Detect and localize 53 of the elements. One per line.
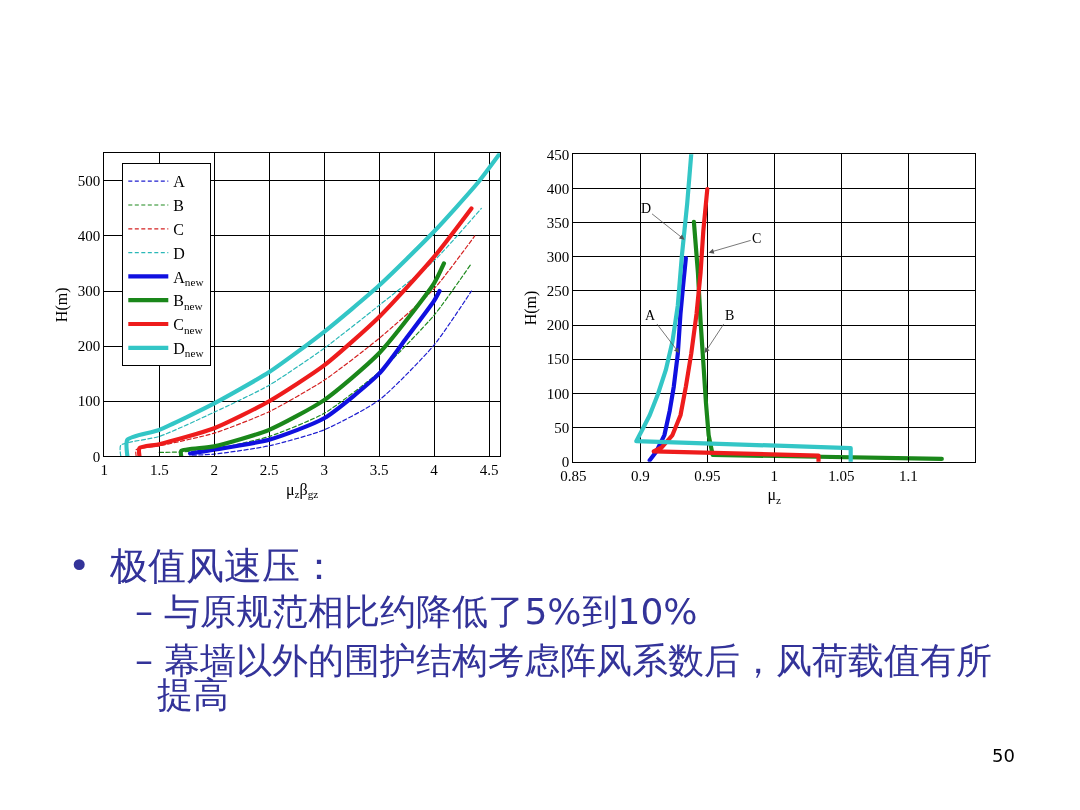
y-tick-label: 0 <box>92 448 101 465</box>
annotation: A <box>645 308 656 323</box>
x-tick-label: 2 <box>210 462 218 479</box>
y-tick-label: 0 <box>561 453 570 470</box>
annotation: B <box>725 308 735 323</box>
y-tick-label: 300 <box>77 283 101 300</box>
y-tick-label: 150 <box>546 351 570 368</box>
text: • 极值风速压： <box>68 544 338 588</box>
y-tick-label: 500 <box>77 173 101 190</box>
x-tick-label: 1.05 <box>828 467 855 484</box>
legend-label: B$_{new}$ <box>173 292 204 312</box>
annotation: C <box>752 231 762 246</box>
y-tick-label: 100 <box>77 393 101 410</box>
line-series <box>634 154 853 462</box>
x-tick-label: 0.9 <box>630 467 650 484</box>
y-tick-label: 450 <box>546 146 570 163</box>
legend-label: C <box>173 221 184 239</box>
y-axis-title: H(m) <box>52 287 71 323</box>
x-axis-title: μ$_{z}$ <box>767 486 782 506</box>
legend-label: C$_{new}$ <box>173 316 204 336</box>
line-series <box>124 153 500 457</box>
legend-label: A <box>173 173 186 191</box>
y-tick-label: 400 <box>77 228 101 245</box>
x-tick-label: 1.5 <box>149 462 169 479</box>
x-tick-label: 1 <box>770 467 779 484</box>
x-tick-label: 0.85 <box>560 467 587 484</box>
y-tick-label: 50 <box>554 419 570 436</box>
text: – 幕墙以外的围护结构考虑阵风系数后，风荷载值有所提高 <box>135 640 993 715</box>
x-tick-label: 3 <box>320 462 328 479</box>
y-tick-label: 200 <box>77 338 101 355</box>
y-tick-label: 300 <box>546 249 570 266</box>
y-tick-label: 100 <box>546 385 570 402</box>
legend-label: D <box>173 244 185 262</box>
x-axis-title: μ$_{z}$β$_{gz}$ <box>286 481 319 501</box>
x-tick-label: 4 <box>430 462 439 479</box>
y-tick-label: 400 <box>546 180 570 197</box>
x-tick-label: 1 <box>100 462 109 479</box>
line-series <box>647 256 688 462</box>
y-tick-label: 250 <box>546 283 570 300</box>
legend-label: A$_{new}$ <box>173 268 205 288</box>
text: 50 <box>992 745 1015 766</box>
legend-label: D$_{new}$ <box>173 340 205 360</box>
x-tick-label: 3.5 <box>369 462 389 479</box>
annotation: D <box>641 201 652 216</box>
x-tick-label: 0.95 <box>694 467 721 484</box>
y-tick-label: 350 <box>546 214 570 231</box>
x-tick-label: 1.1 <box>898 467 918 484</box>
y-axis-title: H(m) <box>521 290 540 326</box>
y-tick-label: 200 <box>546 317 570 334</box>
x-tick-label: 2.5 <box>259 462 279 479</box>
text: – 与原规范相比约降低了5%到10% <box>135 591 698 632</box>
x-tick-label: 4.5 <box>479 462 499 479</box>
legend-label: B <box>173 197 184 215</box>
